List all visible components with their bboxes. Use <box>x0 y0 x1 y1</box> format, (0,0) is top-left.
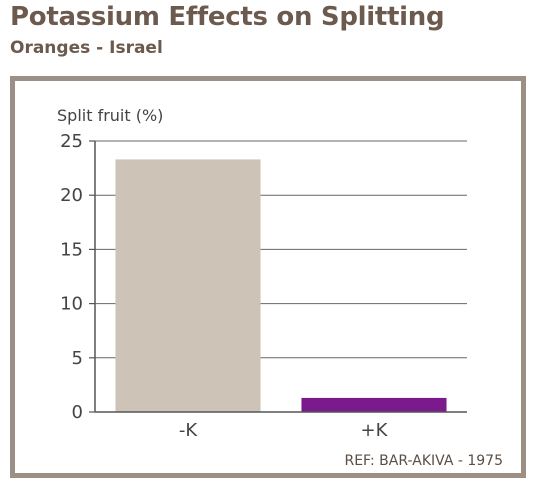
chart-subtitle: Oranges - Israel <box>10 38 163 58</box>
y-tick-label: 5 <box>72 348 83 369</box>
reference-note: REF: BAR-AKIVA - 1975 <box>344 453 503 469</box>
y-tick-label: 25 <box>60 131 83 152</box>
x-tick-labels: -K +K <box>179 420 389 441</box>
chart-title: Potassium Effects on Splitting <box>10 2 445 32</box>
bars-group <box>115 159 447 412</box>
axes-group <box>94 141 467 413</box>
y-axis-label: Split fruit (%) <box>57 106 163 125</box>
x-tick-label: -K <box>179 420 198 441</box>
bar-minus-k <box>115 159 261 412</box>
y-tick-label: 10 <box>60 294 83 315</box>
y-tick-label: 0 <box>72 402 83 423</box>
y-tick-label: 15 <box>60 239 83 260</box>
chart-frame: Split fruit (%) 0 5 10 15 20 25 -K +K REF: BAR… <box>10 76 526 478</box>
y-tick-labels: 0 5 10 15 20 25 <box>60 131 83 423</box>
y-tick-label: 20 <box>60 185 83 206</box>
bar-chart: Split fruit (%) 0 5 10 15 20 25 -K +K <box>57 106 467 441</box>
bar-plus-k <box>301 397 447 412</box>
x-tick-label: +K <box>361 420 389 441</box>
